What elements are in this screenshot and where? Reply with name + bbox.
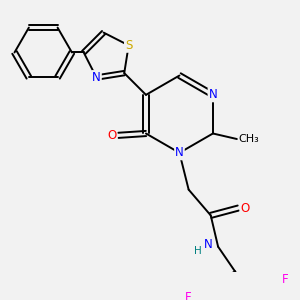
- Text: S: S: [125, 39, 132, 52]
- Text: N: N: [175, 146, 184, 159]
- Text: F: F: [281, 273, 288, 286]
- Text: N: N: [208, 88, 217, 101]
- Text: N: N: [92, 71, 101, 84]
- Text: O: O: [107, 129, 116, 142]
- Text: H: H: [194, 246, 202, 256]
- Text: F: F: [185, 291, 192, 300]
- Text: O: O: [240, 202, 250, 214]
- Text: CH₃: CH₃: [239, 134, 260, 144]
- Text: N: N: [203, 238, 212, 251]
